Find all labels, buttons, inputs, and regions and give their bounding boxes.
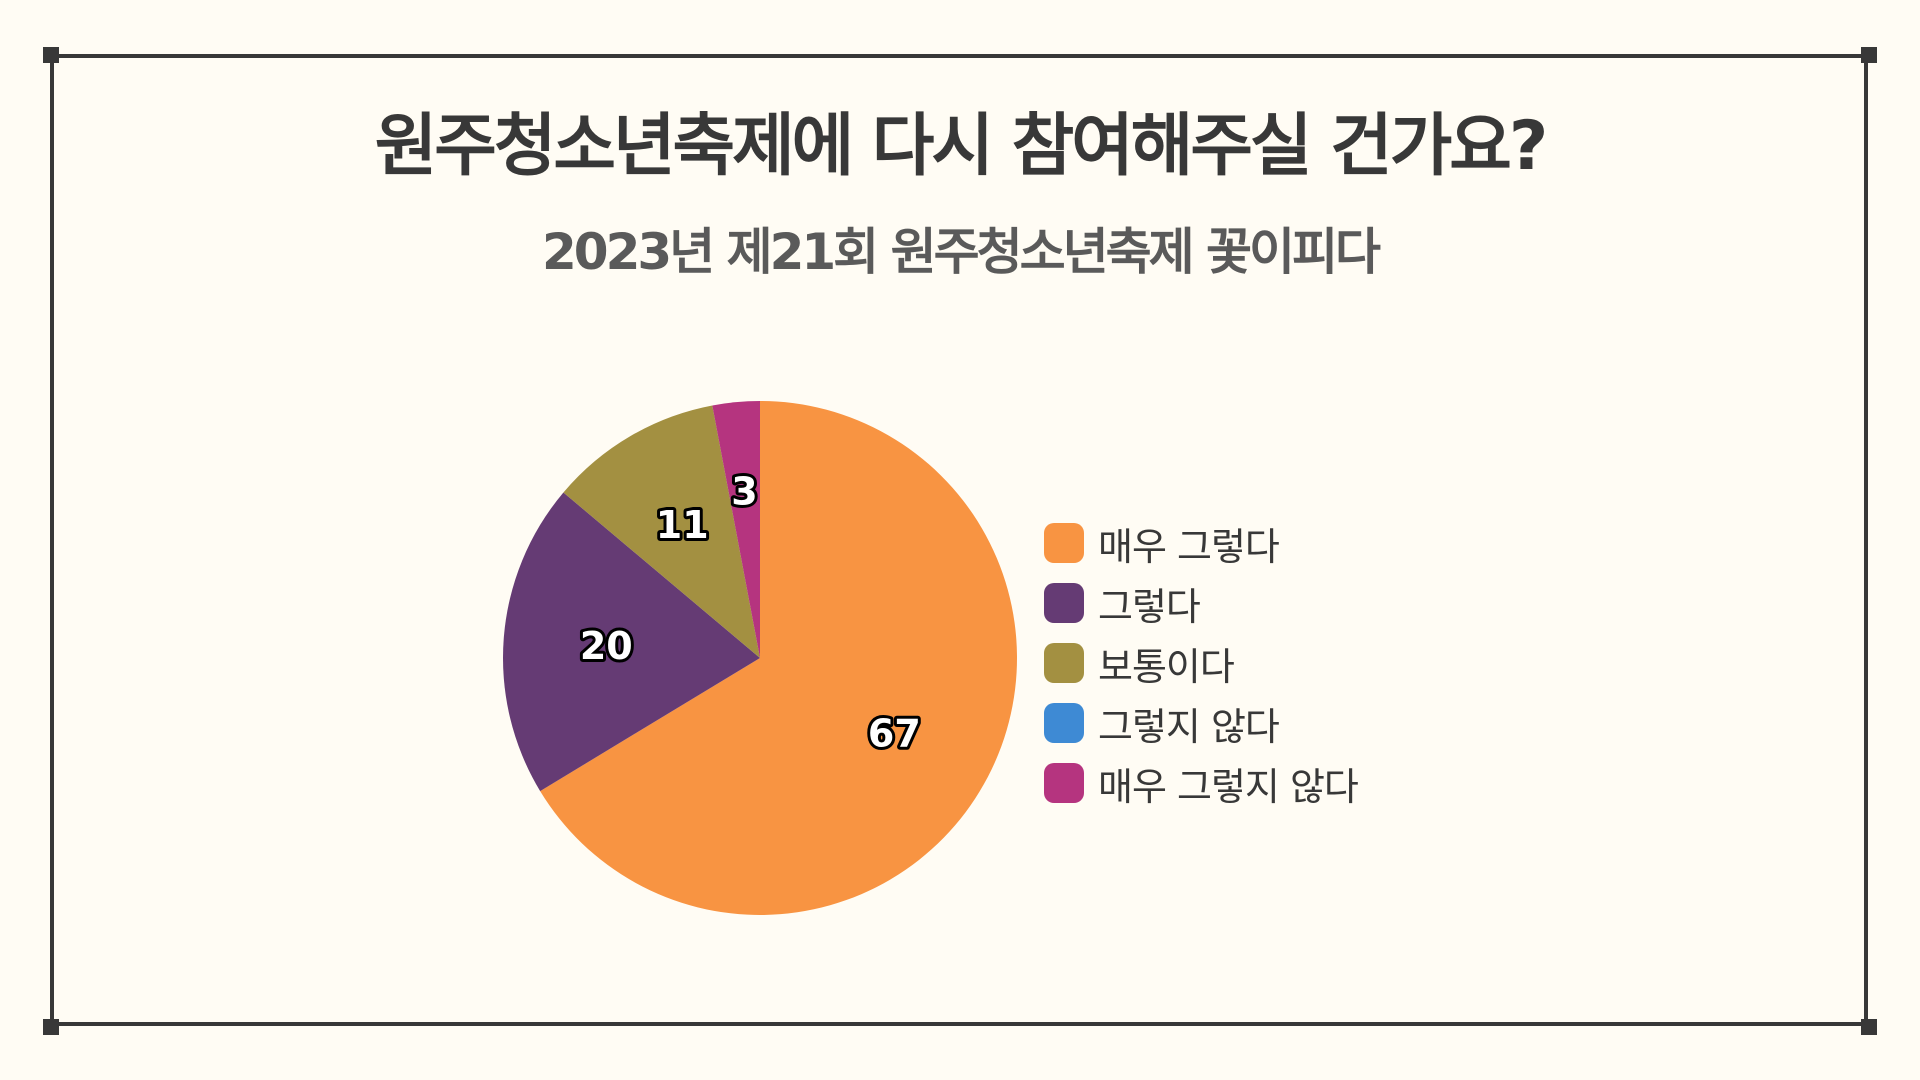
pie-slice-5: [712, 401, 760, 658]
pie-data-labels: 67 20 11 3: [577, 467, 924, 759]
pie-data-label-1: 67: [868, 712, 921, 756]
legend-swatch: [1044, 523, 1084, 563]
legend-label: 매우 그렇다: [1098, 524, 1280, 569]
pie-slice-2: [503, 492, 760, 792]
legend-swatch: [1044, 703, 1084, 743]
legend-item-4: 그렇지 않다: [1044, 693, 1358, 753]
legend-item-1: 매우 그렇다: [1044, 513, 1358, 573]
legend-label: 보통이다: [1098, 644, 1235, 689]
legend-item-2: 그렇다: [1044, 573, 1358, 633]
chart-title: 원주청소년축제에 다시 참여해주실 건가요?: [374, 107, 1549, 186]
legend-label: 매우 그렇지 않다: [1098, 764, 1359, 809]
pie-slice-3: [563, 405, 760, 658]
pie-data-label-5: 3: [731, 470, 757, 514]
frame-corner-bottom-left: [43, 1019, 59, 1035]
legend-item-3: 보통이다: [1044, 633, 1358, 693]
chart-subtitle: 2023년 제21회 원주청소년축제 꽃이피다: [542, 223, 1381, 281]
pie-data-label-2: 20: [580, 624, 633, 668]
legend-swatch: [1044, 643, 1084, 683]
frame-corner-top-right: [1861, 47, 1877, 63]
legend-swatch: [1044, 763, 1084, 803]
legend-label: 그렇다: [1098, 584, 1201, 629]
legend-label: 그렇지 않다: [1098, 704, 1280, 749]
chart-frame: [50, 54, 1868, 1026]
pie-data-label-3: 11: [656, 503, 709, 547]
pie-slice-1: [540, 401, 1017, 916]
pie-slices: [503, 401, 1017, 916]
frame-corner-bottom-right: [1861, 1019, 1877, 1035]
legend-swatch: [1044, 583, 1084, 623]
legend-item-5: 매우 그렇지 않다: [1044, 753, 1359, 813]
frame-corner-top-left: [43, 47, 59, 63]
